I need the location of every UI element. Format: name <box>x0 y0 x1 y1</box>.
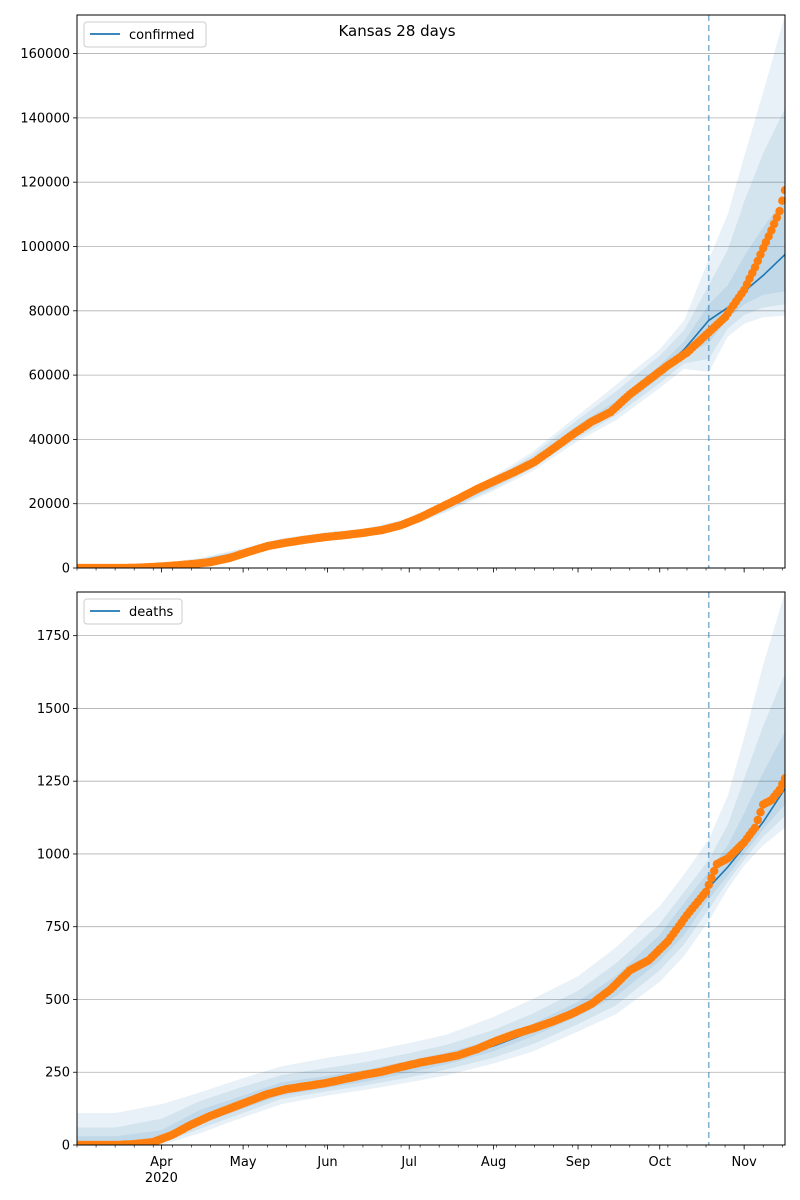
confirmed-y-tick-label: 160000 <box>20 47 70 62</box>
deaths-y-tick-label: 500 <box>45 993 70 1008</box>
deaths-uncertainty-band <box>77 592 785 1145</box>
deaths-y-tick-label: 1000 <box>37 847 70 862</box>
deaths-y-tick-label: 1250 <box>37 775 70 790</box>
confirmed-observed-point <box>767 226 776 235</box>
confirmed-observed-point <box>750 263 760 272</box>
confirmed-x-axis-ticks <box>76 568 783 573</box>
deaths-legend: deaths <box>83 598 183 625</box>
confirmed-y-tick-label: 140000 <box>20 111 70 126</box>
confirmed-observed-point <box>778 196 785 205</box>
confirmed-observed-points <box>77 186 785 568</box>
confirmed-y-tick-label: 40000 <box>29 433 70 448</box>
deaths-y-axis: 0 250 500 750 1000 1250 1500 1750 <box>37 629 77 1154</box>
chart-title: Kansas 28 days <box>338 22 455 40</box>
legend-box <box>83 21 207 48</box>
confirmed-y-tick-label: 100000 <box>20 240 70 255</box>
x-tick-label: Nov <box>731 1155 757 1170</box>
confirmed-y-tick-label: 80000 <box>29 304 70 319</box>
confirmed-y-tick-label: 0 <box>62 562 70 577</box>
confirmed-y-axis: 0 20000 40000 60000 80000 100000 120000 140000 1… <box>20 47 77 577</box>
confirmed-panel: 0 20000 40000 60000 80000 100000 120000 140000 1… <box>20 14 786 577</box>
confirmed-legend: confirmed <box>83 21 207 48</box>
x-tick-label: Sep <box>566 1155 591 1170</box>
deaths-observed-point <box>701 887 711 896</box>
deaths-plot-frame <box>76 591 786 1146</box>
confirmed-y-tick-label: 20000 <box>29 497 70 512</box>
confirmed-observed-point <box>753 256 762 266</box>
x-tick-label: Oct <box>648 1155 670 1170</box>
x-tick-label: Apr <box>150 1155 173 1170</box>
deaths-y-tick-label: 250 <box>45 1066 70 1081</box>
confirmed-observed-point <box>756 250 765 259</box>
x-tick-label: Jul <box>400 1155 417 1170</box>
legend-label: deaths <box>129 605 174 620</box>
deaths-observed-point <box>753 815 762 825</box>
deaths-y-tick-label: 0 <box>62 1139 70 1154</box>
confirmed-observed-point <box>772 213 781 222</box>
deaths-y-tick-label: 1750 <box>37 629 70 644</box>
legend-box <box>83 598 183 625</box>
deaths-gridlines <box>77 635 785 1146</box>
deaths-observed-point <box>707 873 716 883</box>
deaths-observed-point <box>750 823 760 832</box>
deaths-observed-point <box>704 880 713 890</box>
confirmed-y-tick-label: 60000 <box>29 369 70 384</box>
x-tick-label: May <box>230 1155 257 1170</box>
x-tick-label: Jun <box>316 1155 337 1170</box>
x-tick-label: Aug <box>481 1155 506 1170</box>
deaths-uncertainty-band <box>77 673 785 1145</box>
x-tick-label: 2020 <box>145 1171 178 1186</box>
deaths-y-tick-label: 750 <box>45 920 70 935</box>
confirmed-observed-point <box>780 186 785 195</box>
legend-label: confirmed <box>129 28 195 43</box>
deaths-y-tick-label: 1500 <box>37 702 70 717</box>
confirmed-observed-point <box>775 206 784 216</box>
deaths-observed-point <box>710 866 719 876</box>
deaths-observed-point <box>756 808 765 817</box>
confirmed-y-tick-label: 120000 <box>20 176 70 191</box>
deaths-observed-point <box>780 774 785 783</box>
confirmed-plot-frame <box>76 14 786 569</box>
deaths-observed-points <box>77 774 785 1145</box>
confirmed-observed-point <box>769 219 779 229</box>
